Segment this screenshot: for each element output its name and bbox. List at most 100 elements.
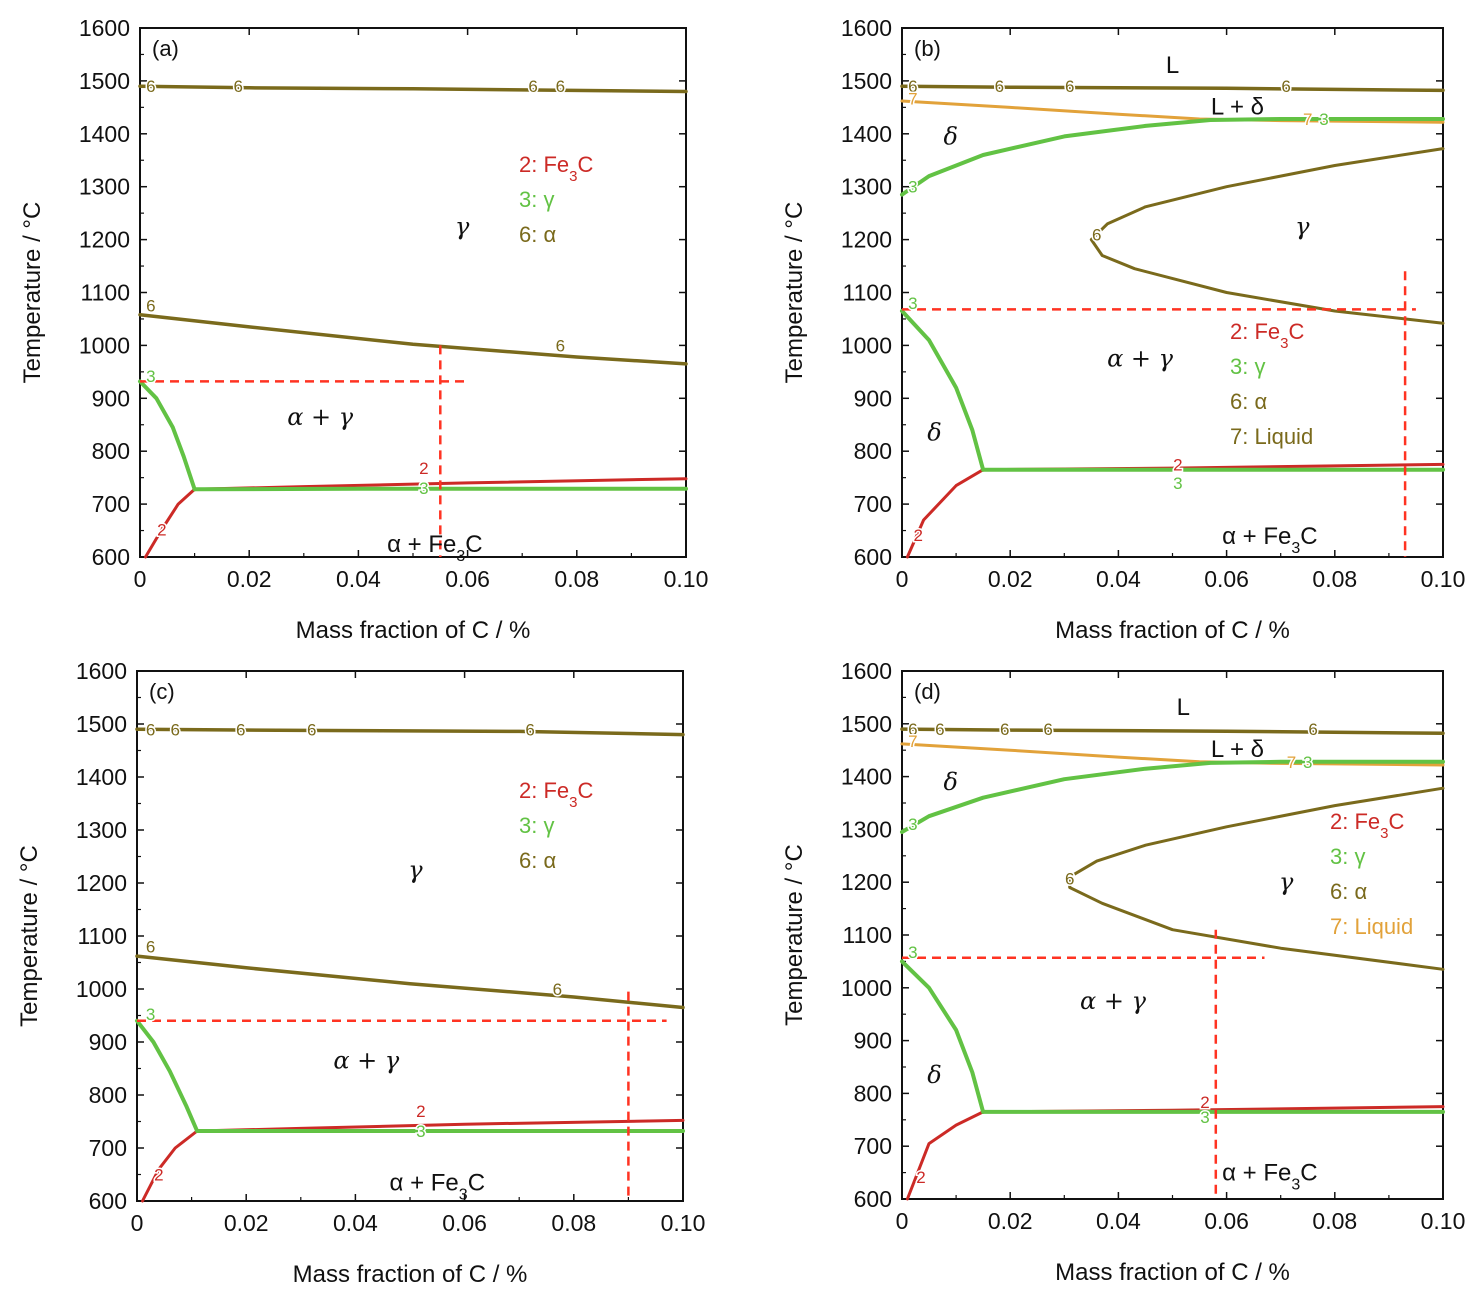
y-tick-label: 700	[854, 1133, 892, 1159]
region-label: α + Fe3C	[390, 1169, 485, 1203]
curve-label: 6	[908, 77, 917, 96]
y-tick-label: 900	[92, 385, 130, 411]
phase-boundary-3	[135, 1018, 200, 1133]
curve-label: 6	[146, 77, 155, 96]
curve-label: 6	[556, 336, 565, 355]
phase-boundary-6	[1089, 147, 1445, 325]
curve-label: 6	[935, 720, 944, 739]
x-tick-label: 0.10	[664, 566, 709, 592]
region-label: γ	[455, 212, 470, 240]
curve-label: 6	[908, 720, 917, 739]
curve-label: 3	[146, 367, 155, 386]
x-tick-label: 0.02	[988, 566, 1033, 592]
x-axis-label: Mass fraction of C / %	[1055, 1259, 1290, 1286]
panel-d: 600 700 800 900 1000 1100 1200 1300 1400 1500 1600…	[781, 658, 1465, 1286]
legend-entry: 3: γ	[519, 187, 554, 212]
x-tick-label: 0.04	[336, 566, 381, 592]
y-tick-label: 1000	[841, 975, 892, 1001]
y-tick-label: 1600	[841, 658, 892, 684]
phase-boundary-6	[138, 84, 688, 94]
y-tick-label: 1300	[841, 816, 892, 842]
x-tick-label: 0.04	[1096, 1208, 1141, 1234]
curve-label: 6	[1000, 720, 1009, 739]
phase-boundary-6	[135, 954, 685, 1010]
curve-label: 3	[908, 815, 917, 834]
curve-label: 3	[1319, 110, 1328, 129]
legend-entry: 2: Fe3C	[519, 152, 593, 185]
x-tick-label: 0.04	[1096, 566, 1141, 592]
y-axis-label: Temperature / °C	[16, 845, 43, 1027]
legend-entry: 2: Fe3C	[519, 778, 593, 811]
y-tick-label: 600	[89, 1188, 127, 1214]
panel-c: 600 700 800 900 1000 1100 1200 1300 1400 1500 1600…	[16, 658, 705, 1288]
legend-entry: 2: Fe3C	[1230, 319, 1304, 352]
region-label: γ	[408, 856, 423, 884]
curve-label: 2	[1173, 455, 1182, 474]
y-tick-label: 1500	[76, 711, 127, 737]
panel-tag: (d)	[914, 679, 941, 704]
legend-entry: 7: Liquid	[1330, 914, 1413, 939]
legend-entry: 2: Fe3C	[1330, 809, 1404, 842]
y-tick-label: 1400	[841, 764, 892, 790]
y-axis-label: Temperature / °C	[781, 202, 808, 384]
phase-boundary-6	[900, 727, 1445, 736]
curve-label: 6	[1308, 720, 1317, 739]
x-axis-label: Mass fraction of C / %	[1055, 617, 1290, 644]
region-label: δ	[943, 768, 957, 796]
curve-label: 6	[170, 720, 179, 739]
region-label: α + γ	[287, 403, 354, 431]
curve-label: 2	[913, 526, 922, 545]
legend-entry: 3: γ	[519, 813, 554, 838]
y-tick-label: 1300	[79, 174, 130, 200]
phase-boundary-3	[138, 379, 197, 492]
curve-label: 3	[416, 1122, 425, 1141]
y-tick-label: 800	[854, 438, 892, 464]
x-tick-label: 0.08	[554, 566, 599, 592]
legend-entry: 6: α	[1330, 879, 1367, 904]
y-tick-label: 800	[89, 1082, 127, 1108]
curve-label: 3	[146, 1005, 155, 1024]
region-label: δ	[927, 1061, 941, 1089]
region-label: L	[1166, 52, 1179, 79]
legend-entry: 3: γ	[1330, 844, 1365, 869]
region-label: α + Fe3C	[387, 531, 482, 565]
legend-entry: 3: γ	[1230, 354, 1265, 379]
curve-label: 7	[1303, 110, 1312, 129]
curve-label: 2	[916, 1168, 925, 1187]
x-tick-label: 0.02	[227, 566, 272, 592]
curve-label: 6	[146, 297, 155, 316]
curve-label: 7	[908, 89, 917, 108]
y-tick-label: 800	[92, 438, 130, 464]
region-label: α + Fe3C	[1222, 523, 1317, 557]
x-tick-label: 0.10	[661, 1210, 706, 1236]
region-label: α + γ	[1107, 345, 1174, 373]
y-tick-label: 600	[92, 544, 130, 570]
curve-label: 6	[1065, 77, 1074, 96]
phase-boundary-6	[900, 84, 1445, 93]
y-tick-label: 1200	[841, 869, 892, 895]
curve-label: 6	[307, 720, 316, 739]
region-label: L + δ	[1211, 736, 1264, 763]
y-tick-label: 600	[854, 1186, 892, 1212]
y-axis-label: Temperature / °C	[19, 202, 46, 384]
y-tick-label: 700	[92, 491, 130, 517]
y-tick-label: 1500	[841, 711, 892, 737]
y-tick-label: 1200	[76, 870, 127, 896]
x-tick-label: 0.02	[224, 1210, 269, 1236]
phase-boundary-6	[135, 727, 685, 737]
y-tick-label: 1100	[843, 280, 892, 306]
y-tick-label: 1600	[79, 15, 130, 41]
y-tick-label: 700	[854, 491, 892, 517]
curve-label: 3	[1173, 474, 1182, 493]
x-tick-label: 0	[896, 566, 909, 592]
region-label: L + δ	[1211, 93, 1264, 120]
y-axis-label: Temperature / °C	[781, 844, 808, 1026]
y-tick-label: 1400	[76, 764, 127, 790]
x-tick-label: 0.06	[445, 566, 490, 592]
region-label: α + γ	[1080, 987, 1147, 1015]
panel-a: 600 700 800 900 1000 1100 1200 1300 1400 1500 1600…	[19, 15, 708, 644]
y-tick-label: 1600	[76, 658, 127, 684]
curve-label: 6	[525, 720, 534, 739]
curve-label: 6	[146, 720, 155, 739]
region-label: α + Fe3C	[1222, 1160, 1317, 1194]
